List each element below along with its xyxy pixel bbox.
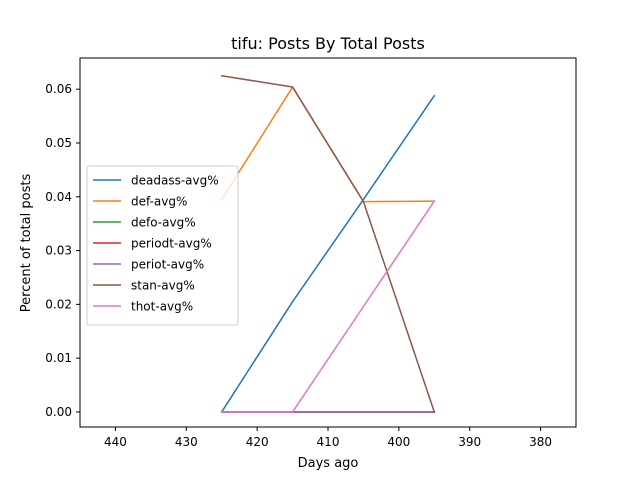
series-layer — [220, 74, 436, 413]
x-axis: 440 430 420 410 400 390 380 — [104, 427, 552, 449]
y-tick-label: 0.03 — [45, 244, 72, 258]
x-tick-label: 440 — [104, 435, 127, 449]
x-tick-label: 390 — [458, 435, 481, 449]
x-tick-label: 410 — [317, 435, 340, 449]
y-tick-label: 0.06 — [45, 82, 72, 96]
legend: deadass-avg% def-avg% defo-avg% periodt-avg… — [86, 165, 239, 326]
legend-label: periot-avg% — [131, 258, 204, 272]
x-tick-label: 380 — [529, 435, 552, 449]
chart-title: tifu: Posts By Total Posts — [231, 34, 425, 53]
series-line-thot-avg — [220, 200, 436, 413]
y-axis-label: Percent of total posts — [19, 174, 34, 313]
x-tick-label: 430 — [175, 435, 198, 449]
x-tick-label: 400 — [387, 435, 410, 449]
legend-label: stan-avg% — [131, 279, 195, 293]
x-axis-label: Days ago — [298, 456, 359, 471]
series-line-deadass-avg — [220, 94, 436, 413]
legend-label: defo-avg% — [131, 216, 196, 230]
y-tick-label: 0.00 — [45, 405, 72, 419]
y-tick-label: 0.01 — [45, 351, 72, 365]
y-tick-label: 0.04 — [45, 190, 72, 204]
legend-label: def-avg% — [131, 195, 187, 209]
legend-label: periodt-avg% — [131, 237, 212, 251]
legend-label: thot-avg% — [131, 300, 193, 314]
series-line-stan-avg — [220, 74, 436, 413]
legend-label: deadass-avg% — [131, 174, 219, 188]
legend-box — [86, 165, 239, 326]
y-tick-label: 0.02 — [45, 297, 72, 311]
y-tick-label: 0.05 — [45, 136, 72, 150]
y-axis: 0.00 0.01 0.02 0.03 0.04 0.05 0.06 — [45, 82, 80, 419]
x-tick-label: 420 — [246, 435, 269, 449]
